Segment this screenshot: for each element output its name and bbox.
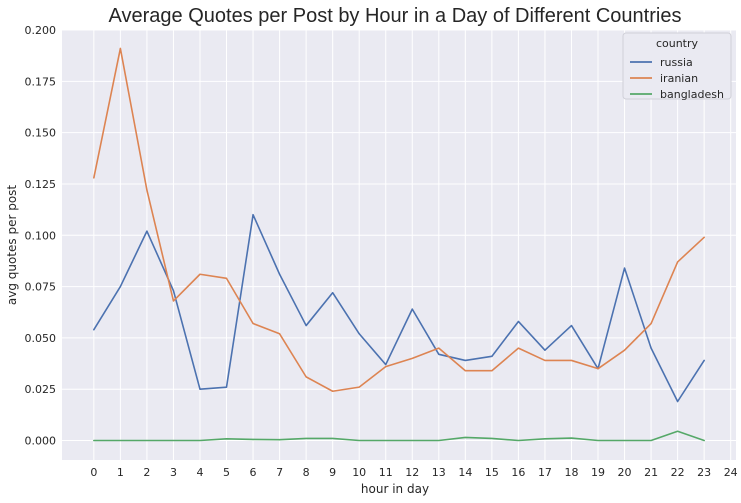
x-tick-label: 18 (564, 466, 578, 479)
x-tick-label: 9 (329, 466, 336, 479)
y-tick-label: 0.200 (25, 24, 57, 37)
x-tick-label: 21 (644, 466, 658, 479)
x-tick-label: 6 (250, 466, 257, 479)
x-tick-label: 23 (697, 466, 711, 479)
x-tick-label: 7 (276, 466, 283, 479)
x-tick-label: 24 (724, 466, 738, 479)
x-tick-label: 17 (538, 466, 552, 479)
x-tick-label: 10 (352, 466, 366, 479)
x-tick-label: 1 (117, 466, 124, 479)
series-line-iranian (93, 47, 705, 393)
x-tick-label: 19 (591, 466, 605, 479)
y-axis-label: avg quotes per post (5, 185, 19, 306)
x-tick-label: 22 (671, 466, 685, 479)
x-axis-label: hour in day (361, 482, 429, 496)
x-tick-label: 13 (432, 466, 446, 479)
x-tick-label: 5 (223, 466, 230, 479)
x-tick-label: 4 (196, 466, 203, 479)
y-tick-label: 0.000 (25, 435, 57, 448)
plot-area (62, 30, 736, 460)
x-tick-label: 16 (511, 466, 525, 479)
x-tick-label: 11 (379, 466, 393, 479)
x-tick-label: 20 (618, 466, 632, 479)
x-tick-label: 12 (405, 466, 419, 479)
x-tick-labels: 0 1 2 3 4 5 6 7 8 9 10 11 12 13 14 15 16 17 18 19 20 21 22 23 24 (90, 466, 737, 479)
y-tick-label: 0.100 (25, 229, 57, 242)
y-tick-label: 0.175 (25, 75, 57, 88)
y-tick-label: 0.150 (25, 127, 57, 140)
legend-title: country (656, 37, 699, 50)
y-tick-label: 0.050 (25, 332, 57, 345)
series-line-bangladesh (93, 430, 705, 442)
series-lines (93, 47, 705, 442)
x-tick-label: 3 (170, 466, 177, 479)
x-tick-label: 15 (485, 466, 499, 479)
y-tick-label: 0.025 (25, 383, 57, 396)
legend-label-iranian: iranian (660, 72, 698, 85)
x-tick-label: 0 (90, 466, 97, 479)
legend-label-russia: russia (660, 56, 693, 69)
x-tick-label: 14 (458, 466, 472, 479)
legend-label-bangladesh: bangladesh (660, 88, 724, 101)
y-tick-labels: 0.000 0.025 0.050 0.075 0.100 0.125 0.150 0.175… (25, 24, 57, 448)
y-tick-label: 0.125 (25, 178, 57, 191)
series-line-russia (93, 213, 705, 403)
legend: country russia iranian bangladesh (622, 32, 732, 101)
x-tick-label: 8 (303, 466, 310, 479)
y-tick-label: 0.075 (25, 281, 57, 294)
chart-title: Average Quotes per Post by Hour in a Day… (109, 5, 682, 27)
x-tick-label: 2 (143, 466, 150, 479)
legend-box (622, 32, 732, 100)
